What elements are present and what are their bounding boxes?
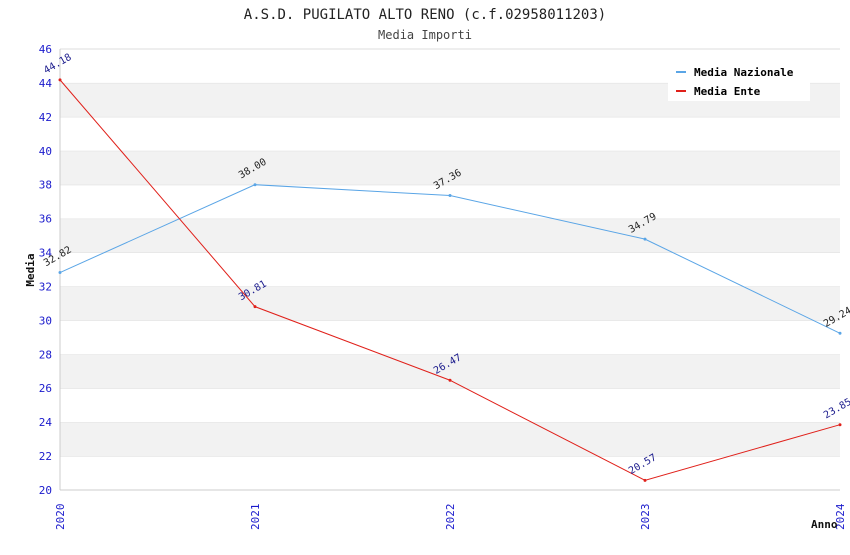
data-point	[58, 271, 62, 275]
grid-band	[60, 286, 840, 321]
y-tick-label: 42	[39, 111, 52, 124]
data-point	[643, 478, 647, 482]
y-tick-label: 44	[39, 77, 53, 90]
chart-title: A.S.D. PUGILATO ALTO RENO (c.f.029580112…	[244, 7, 606, 23]
y-tick-label: 26	[39, 382, 52, 395]
grid-band	[60, 116, 840, 151]
grid-band	[60, 354, 840, 389]
legend-box	[668, 59, 810, 101]
y-tick-label: 22	[39, 450, 52, 463]
y-axis-label: Media	[24, 253, 37, 286]
y-tick-label: 24	[39, 416, 53, 429]
data-point	[253, 305, 257, 309]
grid-band	[60, 456, 840, 490]
legend-label: Media Ente	[694, 85, 761, 98]
y-tick-label: 28	[39, 348, 52, 361]
y-tick-label: 46	[39, 43, 52, 56]
grid-band	[60, 150, 840, 185]
y-tick-label: 34	[39, 247, 53, 260]
data-point	[838, 331, 842, 335]
y-tick-label: 36	[39, 213, 52, 226]
grid-band	[60, 422, 840, 457]
grid-band	[60, 320, 840, 355]
data-point	[58, 78, 62, 82]
x-tick-label: 2024	[834, 503, 847, 530]
grid-band	[60, 252, 840, 287]
x-axis-label: Anno	[811, 518, 838, 531]
data-point	[448, 194, 452, 198]
chart-subtitle: Media Importi	[378, 28, 472, 42]
y-tick-label: 40	[39, 145, 52, 158]
y-tick-label: 38	[39, 179, 52, 192]
y-tick-label: 20	[39, 484, 52, 497]
data-point	[448, 378, 452, 382]
data-point	[838, 423, 842, 427]
data-point	[253, 183, 257, 187]
x-tick-label: 2023	[639, 504, 652, 531]
grid-band	[60, 388, 840, 423]
x-tick-label: 2022	[444, 504, 457, 531]
x-axis-ticks: 2020 2021 2022 2023 2024	[54, 503, 847, 530]
y-tick-label: 32	[39, 280, 52, 293]
data-point	[643, 237, 647, 241]
x-tick-label: 2021	[249, 504, 262, 531]
y-tick-label: 30	[39, 314, 52, 327]
y-axis-ticks: 20 22 24 26 28 30 32 34 36 38 40 42 44 46	[39, 43, 53, 497]
grid-bands	[60, 48, 840, 490]
legend: Media Nazionale Media Ente	[668, 59, 810, 101]
x-tick-label: 2020	[54, 504, 67, 531]
grid-band	[60, 218, 840, 253]
legend-label: Media Nazionale	[694, 66, 794, 79]
axes	[59, 49, 840, 491]
grid-band	[60, 184, 840, 219]
